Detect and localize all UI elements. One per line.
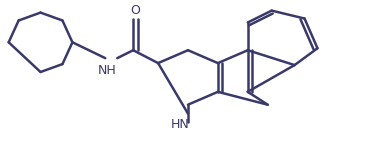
Text: NH: NH [98, 64, 117, 77]
Text: HN: HN [171, 118, 189, 131]
Text: O: O [130, 4, 140, 17]
